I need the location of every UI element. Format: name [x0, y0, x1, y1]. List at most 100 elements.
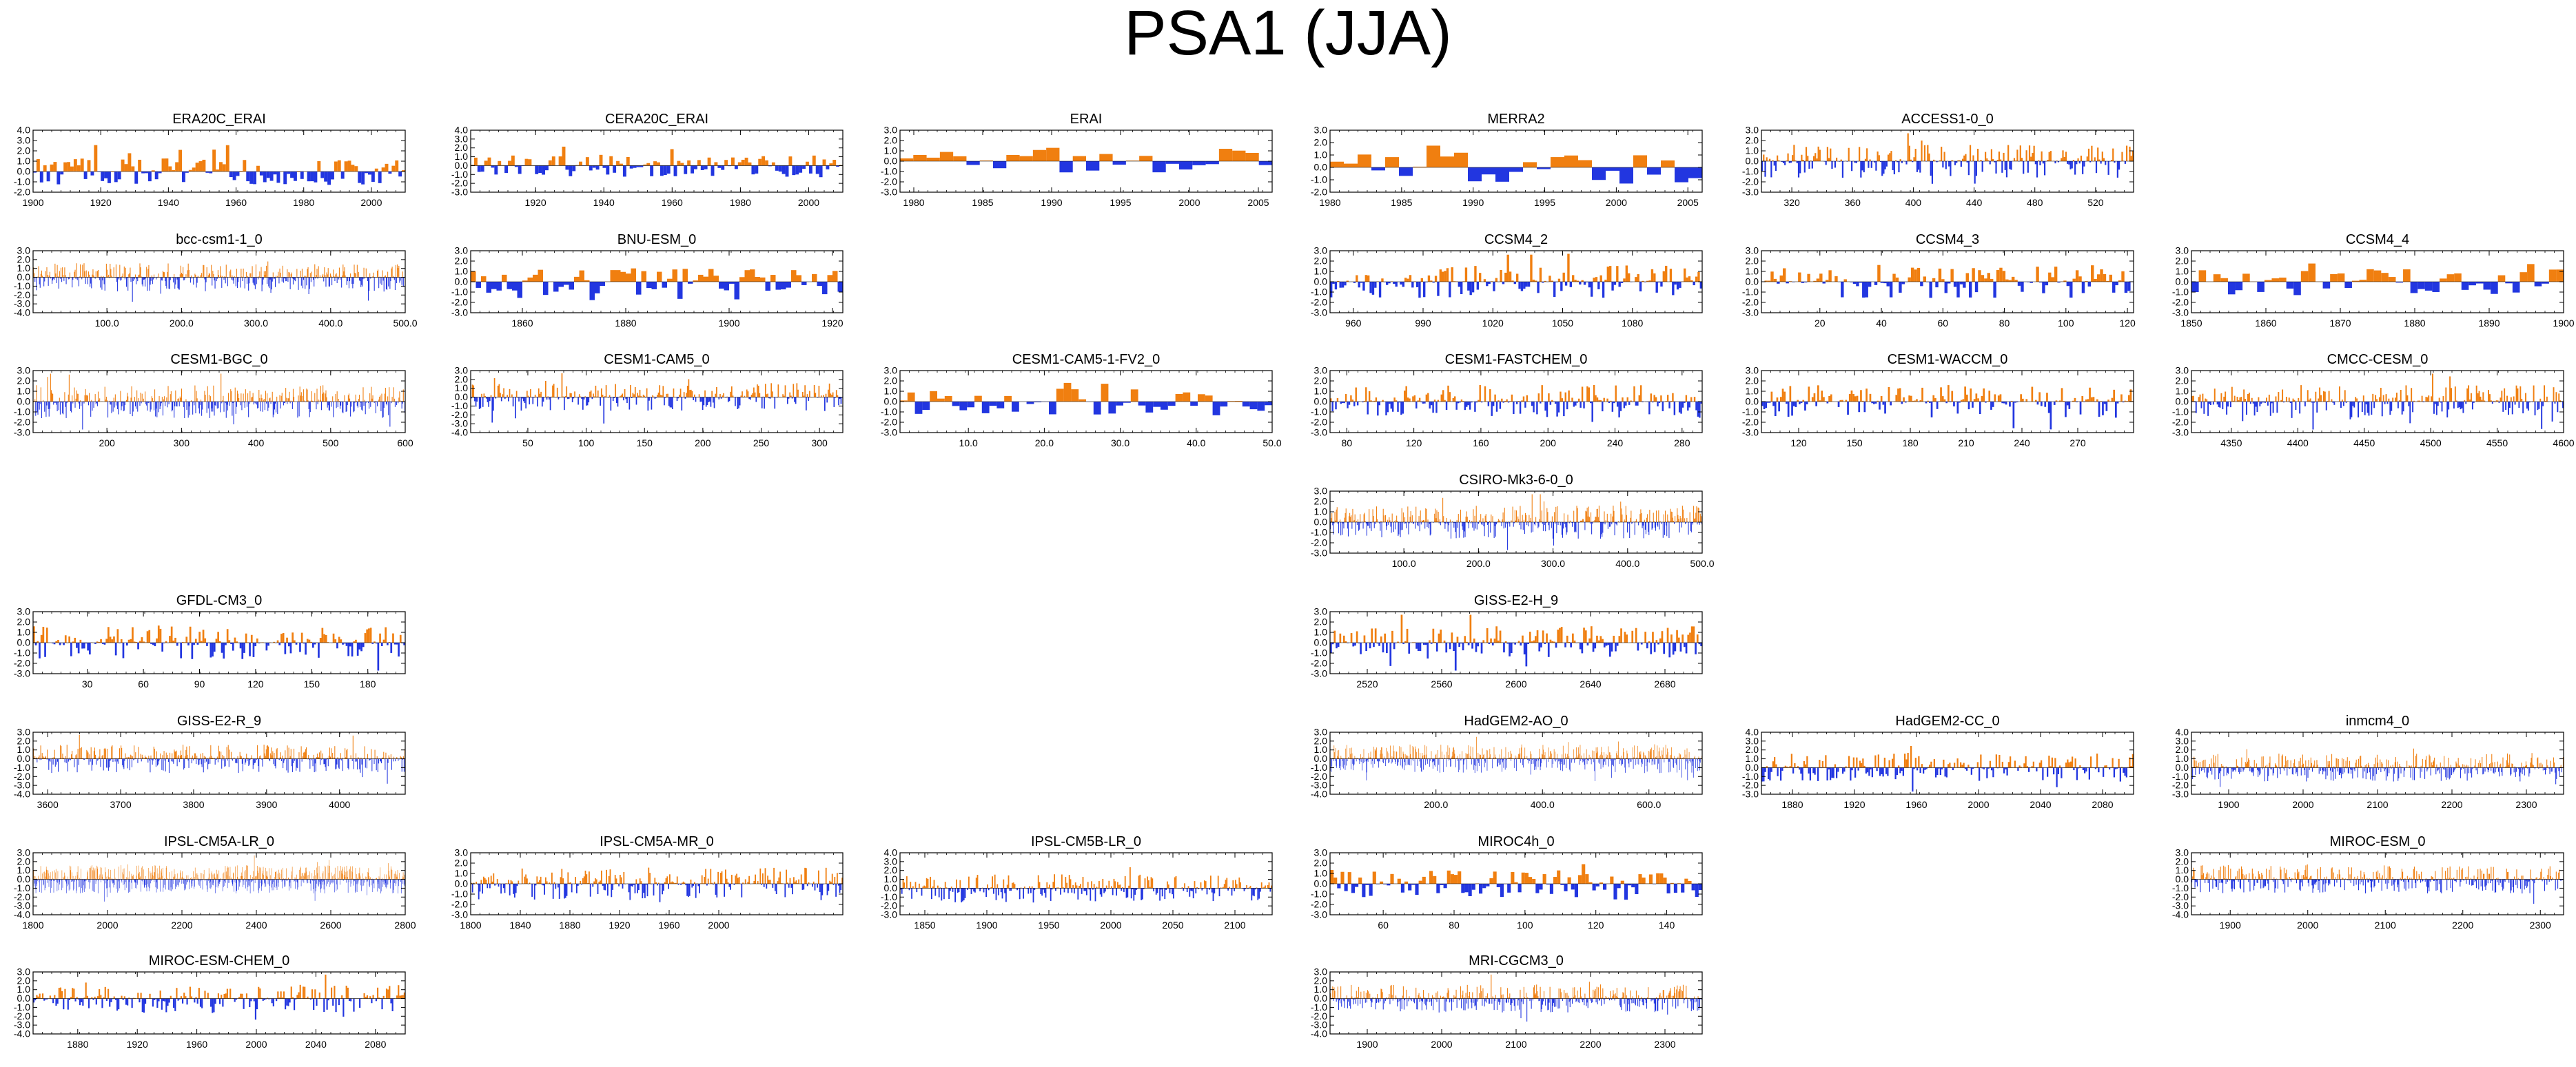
- data-bar: [1330, 282, 1333, 298]
- data-bar: [182, 172, 185, 183]
- data-bar: [1670, 634, 1673, 643]
- data-bar: [1892, 273, 1896, 282]
- data-bar: [68, 394, 69, 402]
- data-bar: [1897, 161, 1899, 163]
- data-bar: [44, 402, 45, 412]
- data-bar: [1467, 643, 1470, 645]
- data-bar: [353, 402, 354, 413]
- panel-csiro-mk3-6-0-0: CSIRO-Mk3-6-0_0 3.0 2.0 1.0 0.0 -1.0 -2.0 -3.0 1…: [1289, 464, 1716, 575]
- data-bar: [130, 639, 132, 643]
- data-bar: [1782, 268, 1786, 282]
- data-bar: [1583, 628, 1585, 643]
- data-bar: [1101, 384, 1109, 402]
- data-bar: [1609, 643, 1611, 657]
- data-bar: [205, 277, 207, 282]
- data-bar: [278, 758, 280, 760]
- data-bar: [785, 165, 789, 177]
- data-bar: [1854, 396, 1857, 402]
- data-bar: [196, 643, 199, 645]
- data-bar: [1396, 515, 1398, 522]
- data-bar: [1380, 636, 1382, 643]
- data-bar: [2038, 392, 2041, 402]
- data-bar: [1586, 508, 1588, 522]
- data-bar: [538, 165, 542, 174]
- data-bar: [81, 758, 83, 759]
- data-bar: [161, 158, 165, 172]
- data-bar: [1397, 402, 1399, 412]
- data-bar: [1460, 282, 1463, 294]
- data-bar: [332, 752, 334, 759]
- data-bar: [748, 162, 752, 166]
- data-bar: [318, 757, 320, 759]
- data-bar: [1581, 280, 1584, 282]
- data-bar: [374, 277, 375, 291]
- data-bar: [117, 172, 121, 180]
- data-bar: [2358, 402, 2359, 417]
- data-bar: [382, 639, 385, 643]
- data-bar: [2442, 396, 2444, 402]
- data-bar: [1641, 512, 1642, 522]
- data-bar: [1596, 397, 1599, 402]
- data-bar: [2376, 399, 2378, 402]
- data-bar: [2004, 161, 2006, 170]
- data-bar: [1458, 522, 1460, 538]
- panel-ccsm4-2: CCSM4_2 3.0 2.0 1.0 0.0 -1.0 -2.0 -3.0 960 990 102…: [1289, 223, 1716, 335]
- data-bar: [263, 172, 267, 183]
- data-bar: [2256, 402, 2258, 413]
- data-bar: [1539, 519, 1540, 522]
- data-bar: [1335, 402, 1337, 410]
- data-bar: [127, 756, 129, 759]
- data-bar: [145, 277, 147, 279]
- data-bar: [1664, 522, 1665, 535]
- data-bar: [683, 392, 685, 397]
- data-bar: [2106, 280, 2109, 282]
- data-bar: [1519, 402, 1522, 414]
- data-bar: [219, 751, 221, 759]
- x-tick-label: 1900: [22, 197, 43, 208]
- data-bar: [1659, 521, 1661, 522]
- data-bar: [1418, 748, 1419, 759]
- data-bar: [1866, 148, 1868, 161]
- x-tick-label: 210: [1958, 437, 1974, 448]
- data-bar: [201, 758, 202, 765]
- data-bar: [1493, 639, 1496, 643]
- data-bar: [343, 271, 345, 278]
- data-bar: [564, 282, 569, 285]
- data-bar: [751, 165, 755, 175]
- data-bar: [402, 756, 404, 759]
- data-bar: [236, 277, 238, 289]
- y-tick-label: 2.0: [1746, 256, 1759, 267]
- data-bar: [267, 261, 269, 278]
- data-bar: [178, 402, 180, 406]
- data-bar: [1630, 517, 1631, 522]
- data-bar: [500, 397, 502, 402]
- data-bar: [191, 643, 194, 659]
- data-bar: [1376, 506, 1378, 522]
- data-bar: [205, 756, 206, 759]
- data-bar: [1568, 641, 1571, 643]
- data-bar: [2313, 402, 2316, 403]
- data-bar: [276, 396, 278, 402]
- x-tick-label: 440: [1966, 197, 1983, 208]
- data-bar: [1670, 401, 1673, 402]
- data-bar: [1583, 402, 1585, 408]
- data-bar: [1700, 643, 1702, 647]
- data-bar: [162, 755, 163, 759]
- data-bar: [610, 270, 615, 282]
- data-bar: [476, 397, 478, 402]
- data-bar: [1356, 522, 1358, 526]
- data-bar: [218, 275, 219, 278]
- data-bar: [1460, 758, 1461, 760]
- data-bar: [1466, 641, 1468, 643]
- chart-svg: CSIRO-Mk3-6-0_03.02.01.00.0-1.0-2.0-3.01…: [1311, 473, 1715, 569]
- data-bar: [822, 282, 828, 295]
- data-bar: [178, 277, 179, 290]
- data-bar: [1948, 385, 1950, 402]
- data-bar: [575, 165, 580, 166]
- data-bar: [490, 395, 492, 397]
- data-bar: [1811, 397, 1814, 402]
- data-bar: [1674, 282, 1677, 285]
- data-bar: [615, 384, 616, 397]
- data-bar: [329, 273, 331, 278]
- data-bar: [124, 758, 125, 761]
